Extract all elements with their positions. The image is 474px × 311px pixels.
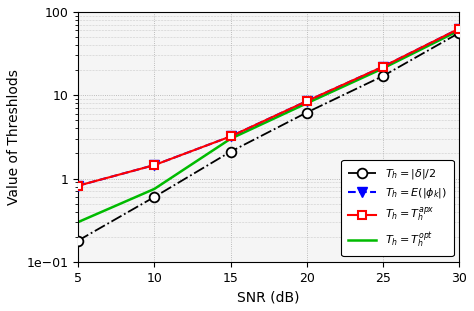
$T_h=|\delta|/2$ bbox=[75, 239, 81, 242]
$T_h=E(|\phi_k|)$ bbox=[304, 99, 310, 103]
$T_h=|\delta|/2$ bbox=[228, 150, 233, 154]
$T_h=T_h^{apx}$ bbox=[75, 184, 81, 188]
$T_h=T_h^{apx}$ bbox=[152, 163, 157, 167]
X-axis label: SNR (dB): SNR (dB) bbox=[237, 290, 300, 304]
$T_h=|\delta|/2$ bbox=[380, 74, 386, 78]
$T_h=T_h^{opt}$ bbox=[380, 67, 386, 70]
$T_h=T_h^{opt}$ bbox=[75, 220, 81, 224]
Y-axis label: Value of Threshlods: Value of Threshlods bbox=[7, 69, 21, 205]
$T_h=E(|\phi_k|)$ bbox=[228, 135, 233, 138]
$T_h=E(|\phi_k|)$ bbox=[75, 184, 81, 188]
$T_h=T_h^{opt}$ bbox=[228, 137, 233, 141]
Line: $T_h=T_h^{apx}$: $T_h=T_h^{apx}$ bbox=[74, 25, 463, 190]
Line: $T_h=T_h^{opt}$: $T_h=T_h^{opt}$ bbox=[78, 30, 459, 222]
$T_h=|\delta|/2$ bbox=[456, 31, 462, 35]
$T_h=T_h^{apx}$ bbox=[456, 27, 462, 30]
$T_h=T_h^{opt}$ bbox=[456, 29, 462, 32]
Line: $T_h=|\delta|/2$: $T_h=|\delta|/2$ bbox=[73, 28, 464, 245]
$T_h=|\delta|/2$ bbox=[152, 195, 157, 199]
$T_h=E(|\phi_k|)$ bbox=[380, 65, 386, 68]
$T_h=T_h^{opt}$ bbox=[152, 187, 157, 191]
Legend: $T_h=|\delta|/2$, $T_h=E(|\phi_k|)$, $T_h=T_h^{apx}$, $T_h=T_h^{opt}$: $T_h=|\delta|/2$, $T_h=E(|\phi_k|)$, $T_… bbox=[341, 160, 454, 256]
Line: $T_h=E(|\phi_k|)$: $T_h=E(|\phi_k|)$ bbox=[73, 24, 464, 191]
$T_h=T_h^{apx}$ bbox=[304, 99, 310, 103]
$T_h=T_h^{opt}$ bbox=[304, 101, 310, 105]
$T_h=E(|\phi_k|)$ bbox=[456, 27, 462, 30]
$T_h=T_h^{apx}$ bbox=[380, 65, 386, 68]
$T_h=|\delta|/2$ bbox=[304, 111, 310, 114]
$T_h=T_h^{apx}$ bbox=[228, 135, 233, 138]
$T_h=E(|\phi_k|)$ bbox=[152, 163, 157, 167]
